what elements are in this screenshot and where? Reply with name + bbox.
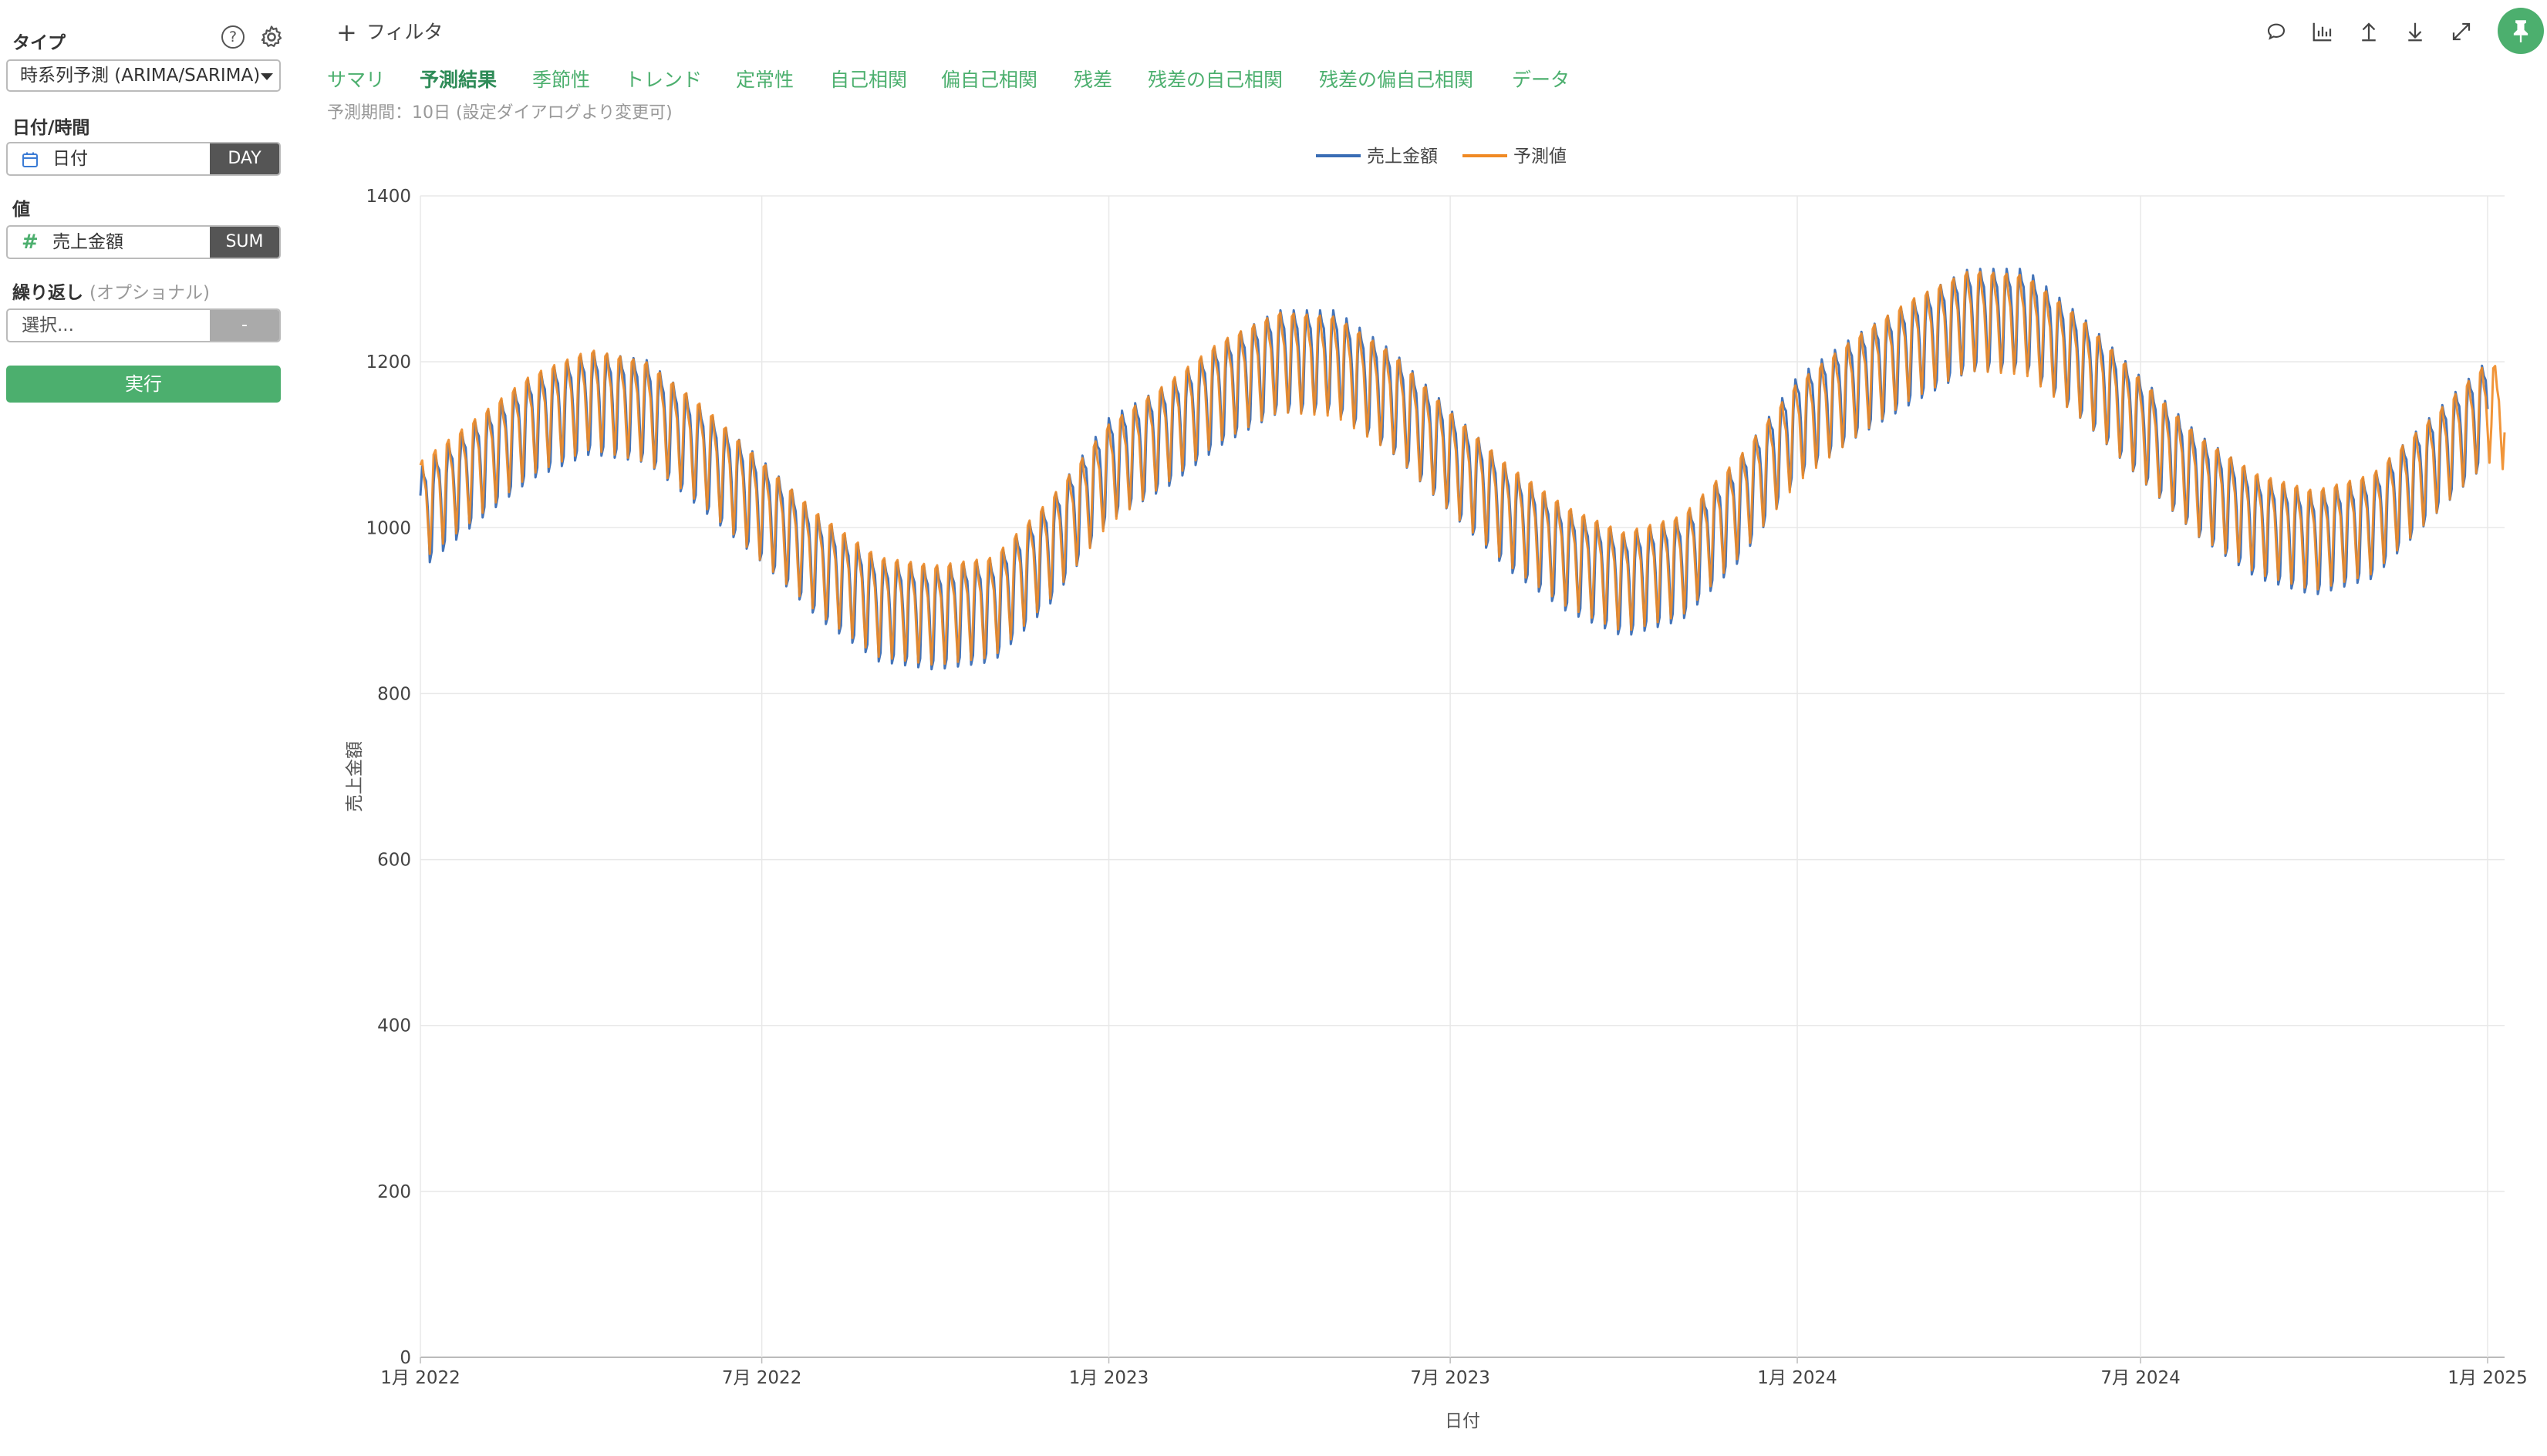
expand-icon[interactable] xyxy=(2450,20,2473,43)
repeat-label-text: 繰り返し xyxy=(12,283,83,303)
type-select[interactable]: 時系列予測 (ARIMA/SARIMA) xyxy=(6,59,281,92)
x-tick-label: 7月 2023 xyxy=(1410,1368,1489,1388)
forecast-period-note: 予測期間：10日 (設定ダイアログより変更可) xyxy=(327,103,673,123)
value-label: 値 xyxy=(12,200,30,220)
upload-icon[interactable] xyxy=(2357,20,2380,43)
calendar-icon xyxy=(22,152,38,167)
tab-seasonality[interactable]: 季節性 xyxy=(532,69,591,91)
x-axis-title: 日付 xyxy=(1445,1411,1480,1431)
legend-label: 予測値 xyxy=(1513,147,1567,167)
y-tick-label: 0 xyxy=(400,1348,411,1368)
y-tick-label: 1200 xyxy=(366,352,411,372)
chart-legend: 売上金額 予測値 xyxy=(1316,147,1567,167)
filter-label: フィルタ xyxy=(366,21,444,43)
chevron-down-icon xyxy=(261,73,273,80)
x-tick-label: 7月 2024 xyxy=(2100,1368,2180,1388)
x-tick-label: 1月 2025 xyxy=(2447,1368,2527,1388)
comment-icon[interactable] xyxy=(2265,20,2288,43)
y-tick-label: 1400 xyxy=(366,187,411,207)
tab-residuals[interactable]: 残差 xyxy=(1074,69,1113,91)
tab-autocorrelation[interactable]: 自己相関 xyxy=(830,69,908,91)
hash-icon: # xyxy=(22,231,39,254)
y-tick-label: 400 xyxy=(377,1016,411,1036)
pin-button[interactable] xyxy=(2498,8,2544,54)
y-tick-label: 1000 xyxy=(366,518,411,538)
pin-icon xyxy=(2513,20,2528,42)
date-field-name: 日付 xyxy=(52,149,88,169)
type-label: タイプ xyxy=(12,33,66,53)
axis-layer: 0 200 400 600 800 1000 1200 1400 1月 2022 7月 2022 1… xyxy=(366,187,2527,1388)
tab-partial-autocorrelation[interactable]: 偏自己相関 xyxy=(941,69,1038,91)
series-line-forecast xyxy=(419,271,2506,666)
x-tick-label: 7月 2022 xyxy=(722,1368,801,1388)
download-icon[interactable] xyxy=(2404,20,2427,43)
legend-label: 売上金額 xyxy=(1367,147,1438,167)
date-unit-button[interactable]: DAY xyxy=(210,143,279,174)
value-field[interactable]: # 売上金額 SUM xyxy=(6,225,281,259)
help-icon[interactable]: ? xyxy=(221,25,245,49)
x-tick-label: 1月 2022 xyxy=(380,1368,460,1388)
tab-trend[interactable]: トレンド xyxy=(625,69,703,91)
repeat-placeholder: 選択... xyxy=(22,315,74,335)
tab-stationarity[interactable]: 定常性 xyxy=(736,69,794,91)
date-label: 日付/時間 xyxy=(12,118,90,138)
forecast-line-chart: 0 200 400 600 800 1000 1200 1400 1月 2022 7月 2022 1… xyxy=(345,147,2528,1431)
tab-summary[interactable]: サマリ xyxy=(327,69,386,91)
plus-icon: + xyxy=(336,18,357,47)
chart-icon[interactable] xyxy=(2311,20,2334,43)
y-axis-title: 売上金額 xyxy=(345,741,365,812)
x-tick-label: 1月 2023 xyxy=(1069,1368,1149,1388)
settings-sidebar: タイプ ? 時系列予測 (ARIMA/SARIMA) 日付/時間 日付 DAY … xyxy=(0,0,293,1456)
series-layer xyxy=(419,268,2506,671)
gear-icon[interactable] xyxy=(258,24,285,50)
repeat-label: 繰り返し (オプショナル) xyxy=(12,278,210,304)
repeat-clear-button[interactable]: - xyxy=(210,310,279,341)
add-filter-button[interactable]: + フィルタ xyxy=(336,17,443,47)
y-tick-label: 600 xyxy=(377,851,411,871)
y-tick-label: 200 xyxy=(377,1182,411,1202)
date-field[interactable]: 日付 DAY xyxy=(6,142,281,176)
repeat-optional-text: (オプショナル) xyxy=(89,283,210,303)
x-tick-label: 1月 2024 xyxy=(1757,1368,1837,1388)
grid-layer xyxy=(420,195,2505,1358)
run-button[interactable]: 実行 xyxy=(6,366,281,403)
repeat-field[interactable]: 選択... - xyxy=(6,308,281,342)
y-tick-label: 800 xyxy=(377,684,411,704)
tab-forecast-result[interactable]: 予測結果 xyxy=(420,69,498,91)
tab-residual-autocorrelation[interactable]: 残差の自己相関 xyxy=(1148,69,1284,91)
tab-residual-partial-autocorrelation[interactable]: 残差の偏自己相関 xyxy=(1319,69,1474,91)
tab-data[interactable]: データ xyxy=(1512,69,1570,91)
value-field-name: 売上金額 xyxy=(52,232,123,252)
aggregation-button[interactable]: SUM xyxy=(210,227,279,258)
type-select-value: 時系列予測 (ARIMA/SARIMA) xyxy=(20,66,261,86)
